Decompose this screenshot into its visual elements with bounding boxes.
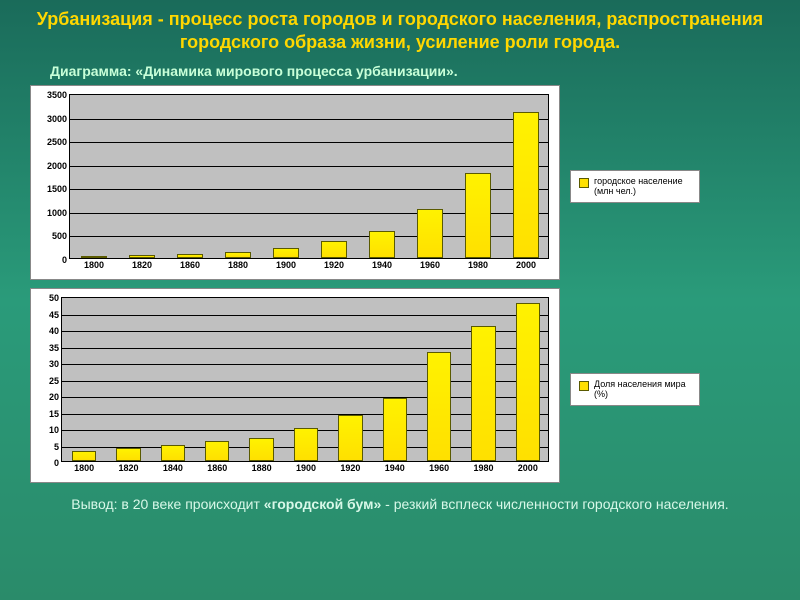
x-axis-label: 1960 (429, 461, 449, 473)
y-axis-label: 35 (49, 343, 62, 353)
bar (516, 303, 540, 461)
y-axis-label: 0 (62, 255, 70, 265)
x-axis-label: 1800 (74, 461, 94, 473)
y-axis-label: 0 (54, 458, 62, 468)
conclusion-suffix: - резкий всплеск численности городского … (381, 496, 728, 512)
y-axis-label: 25 (49, 376, 62, 386)
y-axis-label: 45 (49, 310, 62, 320)
grid-line (62, 315, 548, 316)
x-axis-label: 2000 (518, 461, 538, 473)
grid-line (70, 166, 548, 167)
x-axis-label: 1880 (252, 461, 272, 473)
x-axis-label: 1820 (119, 461, 139, 473)
grid-line (70, 119, 548, 120)
y-axis-label: 3500 (47, 90, 70, 100)
bar (321, 241, 347, 258)
bar (205, 441, 229, 461)
legend-swatch-icon (579, 178, 589, 188)
bar (417, 209, 443, 258)
legend-swatch-icon (579, 381, 589, 391)
x-axis-label: 1800 (84, 258, 104, 270)
y-axis-label: 15 (49, 409, 62, 419)
chart-subtitle: Диаграмма: «Динамика мирового процесса у… (0, 57, 800, 85)
y-axis-label: 20 (49, 392, 62, 402)
bar (116, 448, 140, 461)
chart2-box: 0 5 10 15 20 25 30 35 40 45 50 1800 1820 1840 1860 1880… (30, 288, 560, 483)
x-axis-label: 1980 (468, 258, 488, 270)
grid-line (70, 142, 548, 143)
x-axis-label: 1940 (385, 461, 405, 473)
bar (383, 398, 407, 461)
x-axis-label: 1840 (163, 461, 183, 473)
x-axis-label: 1900 (296, 461, 316, 473)
bar (161, 445, 185, 462)
y-axis-label: 30 (49, 359, 62, 369)
y-axis-label: 500 (52, 231, 70, 241)
y-axis-label: 2500 (47, 137, 70, 147)
chart2-plot: 0510152025303540455018001820184018601880… (61, 297, 549, 462)
bar (72, 451, 96, 461)
chart1-legend: городское население (млн чел.) (570, 170, 700, 204)
y-axis-label: 1500 (47, 184, 70, 194)
x-axis-label: 1920 (324, 258, 344, 270)
y-axis-label: 10 (49, 425, 62, 435)
y-axis-label: 1000 (47, 208, 70, 218)
conclusion-bold: «городской бум» (264, 496, 381, 512)
bar (513, 112, 539, 258)
conclusion-prefix: Вывод: в 20 веке происходит (71, 496, 264, 512)
x-axis-label: 1820 (132, 258, 152, 270)
y-axis-label: 5 (54, 442, 62, 452)
chart1-plot: 0500100015002000250030003500180018201860… (69, 94, 549, 259)
bar (369, 231, 395, 258)
bar (338, 415, 362, 461)
x-axis-label: 1880 (228, 258, 248, 270)
bar (249, 438, 273, 461)
bar (427, 352, 451, 461)
chart2-legend: Доля населения мира (%) (570, 373, 700, 407)
conclusion-text: Вывод: в 20 веке происходит «городской б… (0, 491, 800, 513)
x-axis-label: 1860 (180, 258, 200, 270)
chart1-row: 0 500 1000 1500 2000 2500 3000 3500 1800 1820 1860… (0, 85, 800, 288)
y-axis-label: 2000 (47, 161, 70, 171)
x-axis-label: 1900 (276, 258, 296, 270)
x-axis-label: 1920 (340, 461, 360, 473)
x-axis-label: 1860 (207, 461, 227, 473)
chart1-legend-label: городское население (млн чел.) (594, 177, 691, 197)
bar (273, 248, 299, 258)
bar (294, 428, 318, 461)
chart2-legend-label: Доля населения мира (%) (594, 380, 691, 400)
x-axis-label: 1980 (473, 461, 493, 473)
page-title: Урбанизация - процесс роста городов и го… (0, 0, 800, 57)
y-axis-label: 40 (49, 326, 62, 336)
x-axis-label: 1960 (420, 258, 440, 270)
y-axis-label: 3000 (47, 114, 70, 124)
bar (465, 173, 491, 258)
y-axis-label: 50 (49, 293, 62, 303)
bar (471, 326, 495, 461)
chart1-box: 0 500 1000 1500 2000 2500 3000 3500 1800 1820 1860… (30, 85, 560, 280)
x-axis-label: 2000 (516, 258, 536, 270)
x-axis-label: 1940 (372, 258, 392, 270)
chart2-row: 0 5 10 15 20 25 30 35 40 45 50 1800 1820 1840 1860 1880… (0, 288, 800, 491)
